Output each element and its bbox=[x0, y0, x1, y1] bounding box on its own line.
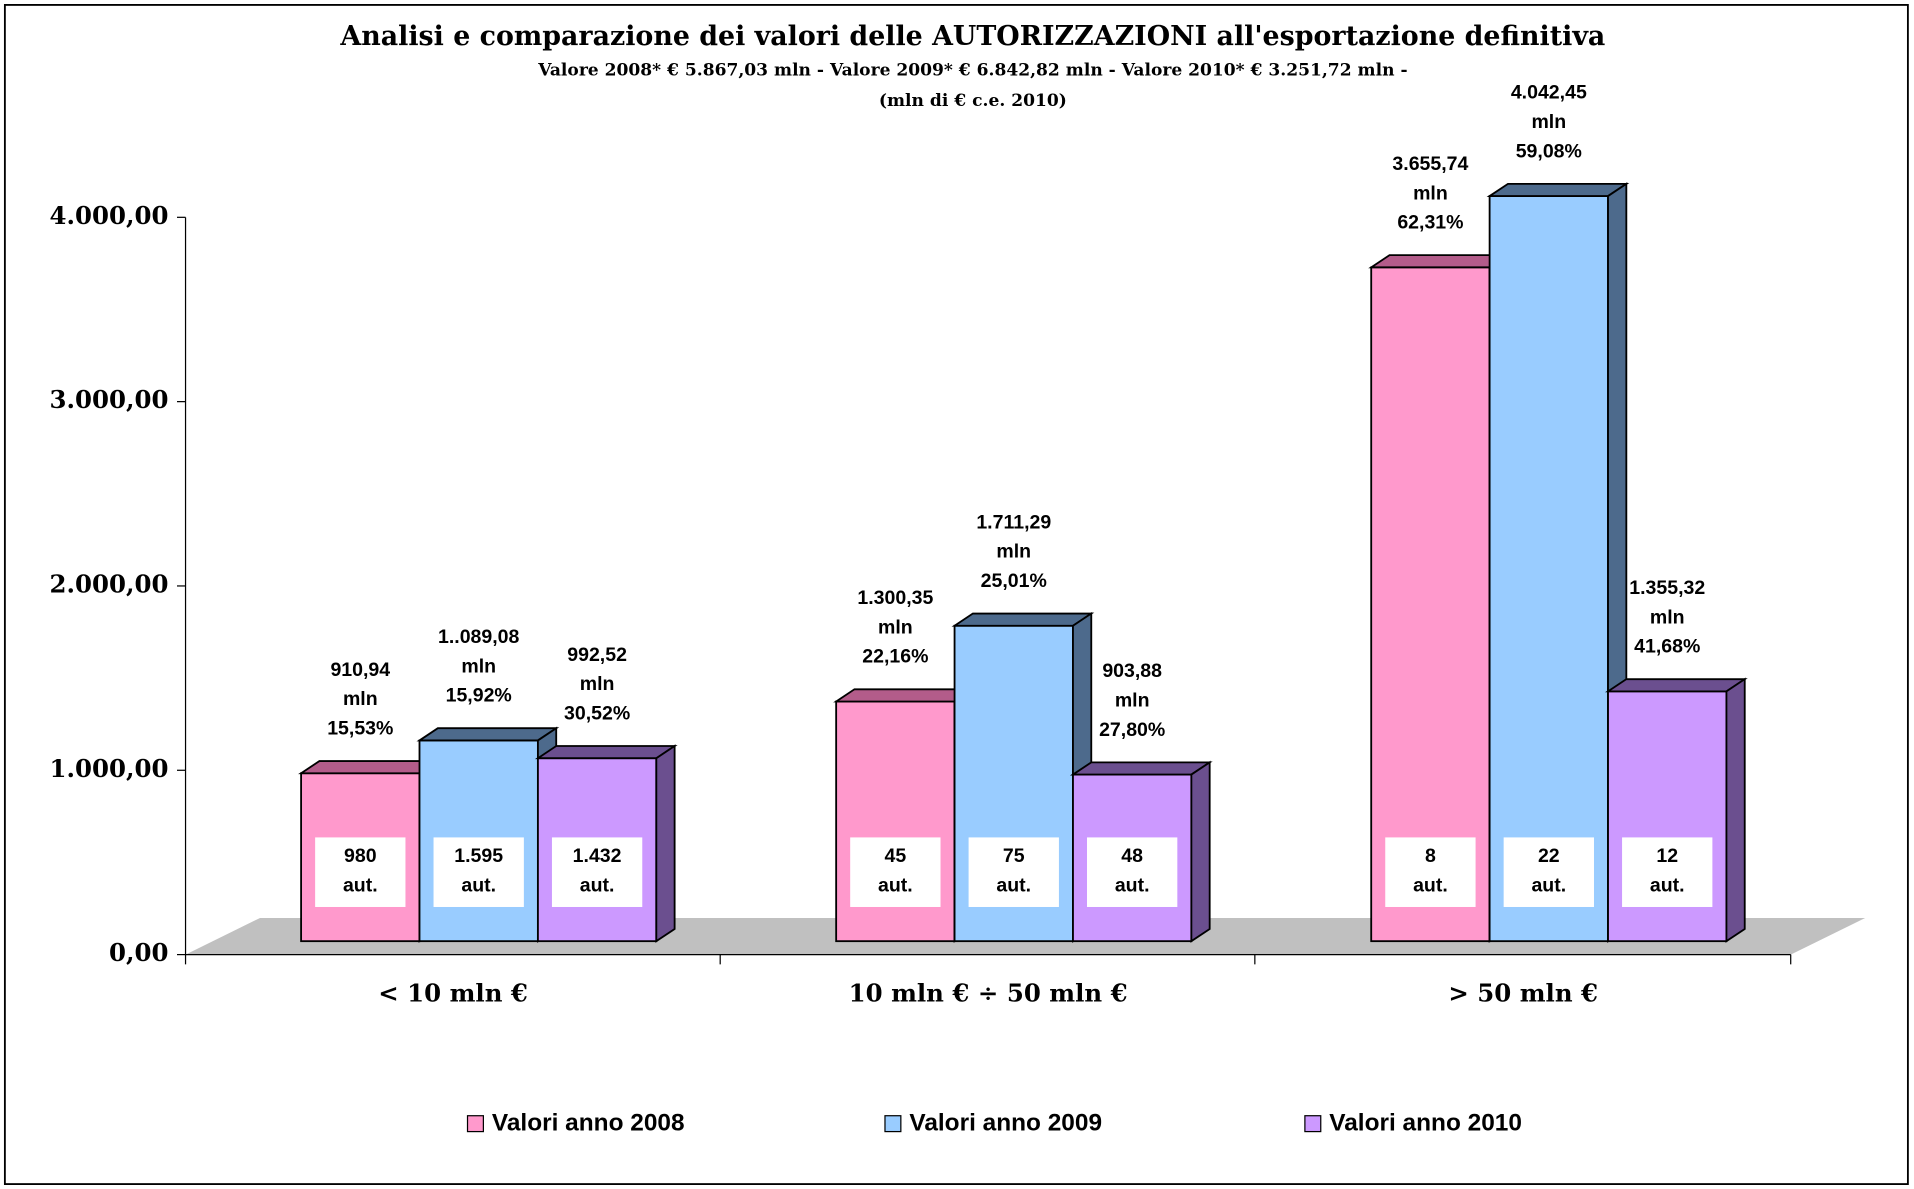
bar-top bbox=[416, 727, 560, 742]
count-label: 45 bbox=[884, 845, 906, 867]
y-tick-label: 3.000,00 bbox=[50, 385, 169, 414]
count-box bbox=[551, 837, 643, 907]
count-label: 22 bbox=[1538, 845, 1560, 867]
bar-top bbox=[298, 760, 441, 775]
legend-swatch bbox=[466, 1115, 484, 1133]
bar-front bbox=[1370, 266, 1491, 943]
value-label: 3.655,74 bbox=[1392, 153, 1468, 175]
count-box bbox=[1385, 837, 1476, 907]
value-unit: mln bbox=[996, 541, 1031, 563]
count-unit: aut. bbox=[1650, 874, 1685, 896]
bar-top bbox=[1069, 761, 1213, 776]
bar-top bbox=[534, 745, 678, 760]
count-box bbox=[1622, 837, 1713, 907]
value-unit: mln bbox=[1650, 606, 1685, 628]
share-label: 41,68% bbox=[1634, 636, 1700, 658]
x-tick-label: > 50 mln € bbox=[1448, 978, 1598, 1007]
value-label: 910,94 bbox=[330, 659, 390, 681]
value-label: 4.042,45 bbox=[1511, 82, 1587, 104]
value-label: 903,88 bbox=[1102, 660, 1162, 682]
legend-label: Valori anno 2010 bbox=[1329, 1110, 1522, 1137]
share-label: 62,31% bbox=[1397, 212, 1463, 234]
legend-swatch bbox=[884, 1115, 902, 1133]
count-unit: aut. bbox=[580, 874, 615, 896]
count-box bbox=[1503, 837, 1594, 907]
share-label: 59,08% bbox=[1516, 140, 1582, 162]
count-box bbox=[850, 837, 941, 907]
value-unit: mln bbox=[1115, 689, 1150, 711]
share-label: 15,92% bbox=[446, 685, 512, 707]
count-label: 1.595 bbox=[454, 845, 503, 867]
count-label: 12 bbox=[1656, 845, 1678, 867]
bar-top bbox=[1604, 678, 1748, 693]
count-label: 75 bbox=[1003, 845, 1025, 867]
bar-side bbox=[1190, 760, 1211, 943]
count-box bbox=[315, 837, 406, 907]
share-label: 25,01% bbox=[981, 570, 1047, 592]
share-label: 15,53% bbox=[327, 717, 393, 739]
bar-top bbox=[951, 612, 1095, 627]
chart-subtitle: Valore 2008* € 5.867,03 mln - Valore 200… bbox=[537, 60, 1407, 80]
x-tick-label: 10 mln € ÷ 50 mln € bbox=[849, 978, 1128, 1007]
chart-subtitle: (mln di € c.e. 2010) bbox=[879, 91, 1067, 111]
value-unit: mln bbox=[461, 655, 496, 677]
bar-front bbox=[1488, 195, 1609, 943]
y-tick-label: 2.000,00 bbox=[50, 569, 169, 598]
count-unit: aut. bbox=[343, 874, 378, 896]
count-label: 48 bbox=[1121, 845, 1143, 867]
chart-title: Analisi e comparazione dei valori delle … bbox=[339, 21, 1605, 52]
legend-swatch bbox=[1304, 1115, 1322, 1133]
legend-label: Valori anno 2009 bbox=[909, 1110, 1102, 1137]
value-label: 1.355,32 bbox=[1629, 577, 1705, 599]
count-box bbox=[1087, 837, 1178, 907]
value-unit: mln bbox=[878, 616, 913, 638]
y-tick-label: 4.000,00 bbox=[50, 201, 169, 230]
count-unit: aut. bbox=[1531, 874, 1566, 896]
count-box bbox=[968, 837, 1059, 907]
count-label: 8 bbox=[1425, 845, 1436, 867]
value-label: 1.711,29 bbox=[976, 511, 1051, 533]
bar-side bbox=[1725, 677, 1746, 943]
bar-top bbox=[1368, 254, 1511, 269]
count-unit: aut. bbox=[1115, 874, 1150, 896]
x-tick-label: < 10 mln € bbox=[378, 978, 528, 1007]
y-tick-label: 0,00 bbox=[109, 938, 168, 967]
y-tick-label: 1.000,00 bbox=[50, 754, 169, 783]
value-unit: mln bbox=[1413, 182, 1448, 204]
count-unit: aut. bbox=[996, 874, 1031, 896]
bar-top bbox=[1486, 182, 1630, 197]
count-label: 1.432 bbox=[573, 845, 622, 867]
count-box bbox=[433, 837, 524, 907]
value-label: 992,52 bbox=[567, 644, 627, 666]
count-label: 980 bbox=[344, 845, 377, 867]
count-unit: aut. bbox=[1413, 874, 1448, 896]
bar-side bbox=[655, 744, 676, 943]
count-unit: aut. bbox=[878, 874, 913, 896]
value-label: 1.300,35 bbox=[857, 587, 933, 609]
value-label: 1..089,08 bbox=[438, 626, 520, 648]
legend-label: Valori anno 2008 bbox=[492, 1110, 685, 1137]
share-label: 22,16% bbox=[862, 646, 928, 668]
share-label: 30,52% bbox=[564, 702, 630, 724]
value-unit: mln bbox=[343, 688, 378, 710]
value-unit: mln bbox=[580, 673, 615, 695]
share-label: 27,80% bbox=[1099, 719, 1165, 741]
bar-top bbox=[833, 688, 976, 703]
count-unit: aut. bbox=[461, 874, 496, 896]
value-unit: mln bbox=[1531, 111, 1566, 133]
